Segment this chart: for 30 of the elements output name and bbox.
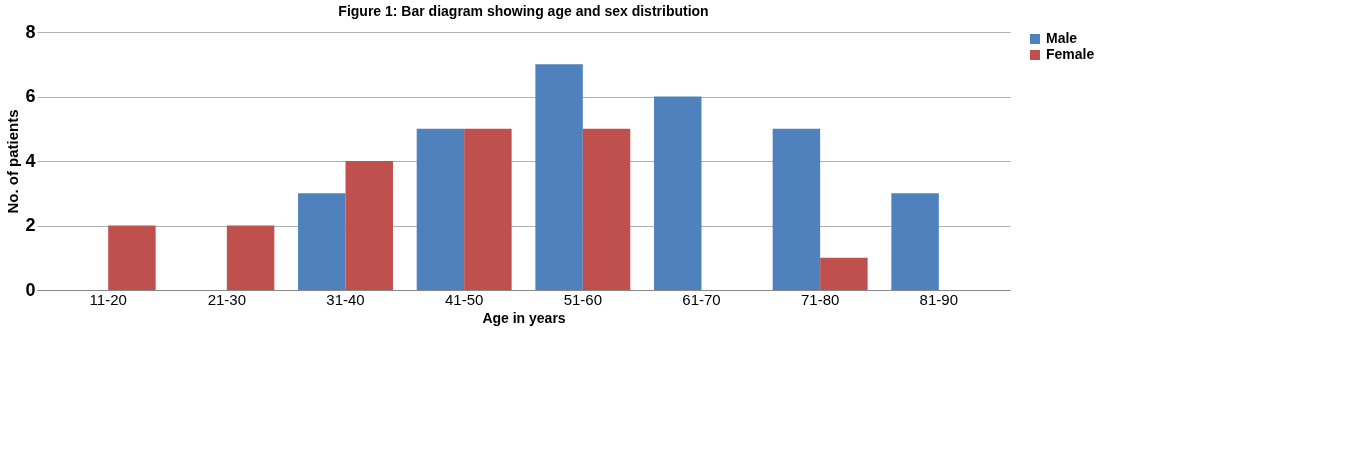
- x-tick-label: 11-20: [89, 290, 127, 308]
- bar: [108, 225, 156, 290]
- bar: [820, 257, 868, 290]
- x-tick-label: 81-90: [919, 290, 958, 308]
- legend-label: Female: [1046, 46, 1095, 62]
- legend-label: Male: [1046, 30, 1078, 46]
- bar: [535, 64, 583, 290]
- x-tick-label: 51-60: [563, 290, 603, 308]
- x-tick-label: 21-30: [207, 290, 247, 308]
- y-tick-label: 8: [25, 21, 36, 42]
- bar: [582, 128, 631, 290]
- y-axis-title: No. of patients: [4, 109, 22, 214]
- x-axis-title: Age in years: [482, 309, 566, 326]
- bar: [772, 128, 821, 290]
- chart-title: Figure 1: Bar diagram showing age and sex distribution: [338, 3, 709, 19]
- bar: [654, 96, 702, 290]
- bar: [345, 161, 393, 290]
- bar: [891, 193, 939, 290]
- y-tick-label: 6: [25, 86, 36, 106]
- y-tick-label: 2: [25, 215, 36, 235]
- y-tick-label: 0: [25, 279, 36, 300]
- x-tick-label: 41-50: [444, 290, 484, 308]
- x-tick-label: 61-70: [682, 290, 721, 308]
- x-tick-label: 71-80: [800, 290, 840, 308]
- bar: [464, 128, 512, 290]
- bar: [298, 193, 346, 290]
- x-tick-label: 31-40: [326, 290, 365, 308]
- y-tick-label: 4: [25, 150, 36, 171]
- bar: [226, 225, 275, 290]
- bar: [416, 128, 465, 290]
